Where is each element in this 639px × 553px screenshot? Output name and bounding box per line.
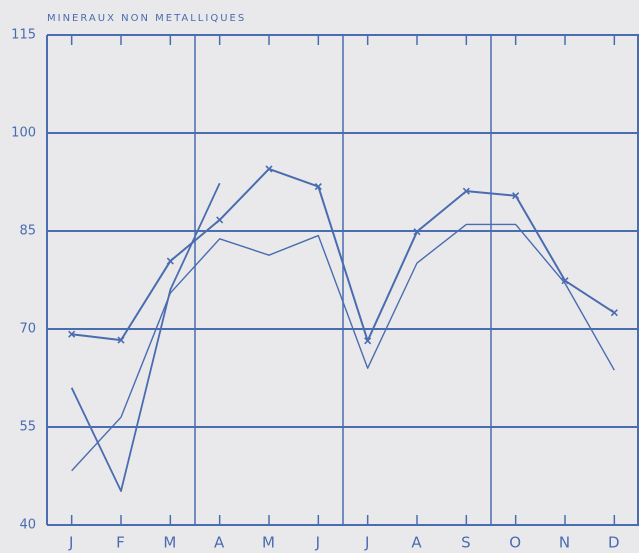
series-line xyxy=(71,223,615,472)
point-marker xyxy=(364,337,372,345)
x-tick-label: M xyxy=(262,534,276,552)
x-tick-label: A xyxy=(411,534,422,552)
point-marker xyxy=(117,336,125,344)
x-tick-label: J xyxy=(364,534,370,552)
point-marker xyxy=(68,330,76,338)
x-tick-label: M xyxy=(163,534,177,552)
y-tick-label: 70 xyxy=(19,322,36,337)
series-line xyxy=(70,182,221,492)
x-tick-label: D xyxy=(608,534,621,552)
y-tick-label: 115 xyxy=(11,28,36,43)
y-tick-label: 85 xyxy=(19,224,36,239)
x-tick-label: J xyxy=(68,534,74,552)
x-tick-label: F xyxy=(116,534,126,552)
series-line xyxy=(71,167,615,342)
x-tick-label: A xyxy=(214,534,225,552)
chart-title: MINERAUX NON METALLIQUES xyxy=(47,13,246,24)
point-marker xyxy=(413,228,421,236)
point-marker xyxy=(561,277,569,285)
x-tick-label: S xyxy=(461,534,472,552)
x-tick-label: J xyxy=(315,534,321,552)
y-tick-label: 100 xyxy=(11,126,36,141)
point-marker xyxy=(462,187,470,195)
y-tick-label: 40 xyxy=(19,518,36,533)
point-marker xyxy=(265,165,273,173)
point-marker xyxy=(166,257,174,265)
y-tick-label: 55 xyxy=(19,420,36,435)
x-tick-label: O xyxy=(509,534,522,552)
point-marker xyxy=(610,309,618,317)
point-marker xyxy=(216,216,224,224)
point-marker xyxy=(314,183,322,191)
x-tick-label: N xyxy=(559,534,571,552)
point-marker xyxy=(512,192,520,200)
